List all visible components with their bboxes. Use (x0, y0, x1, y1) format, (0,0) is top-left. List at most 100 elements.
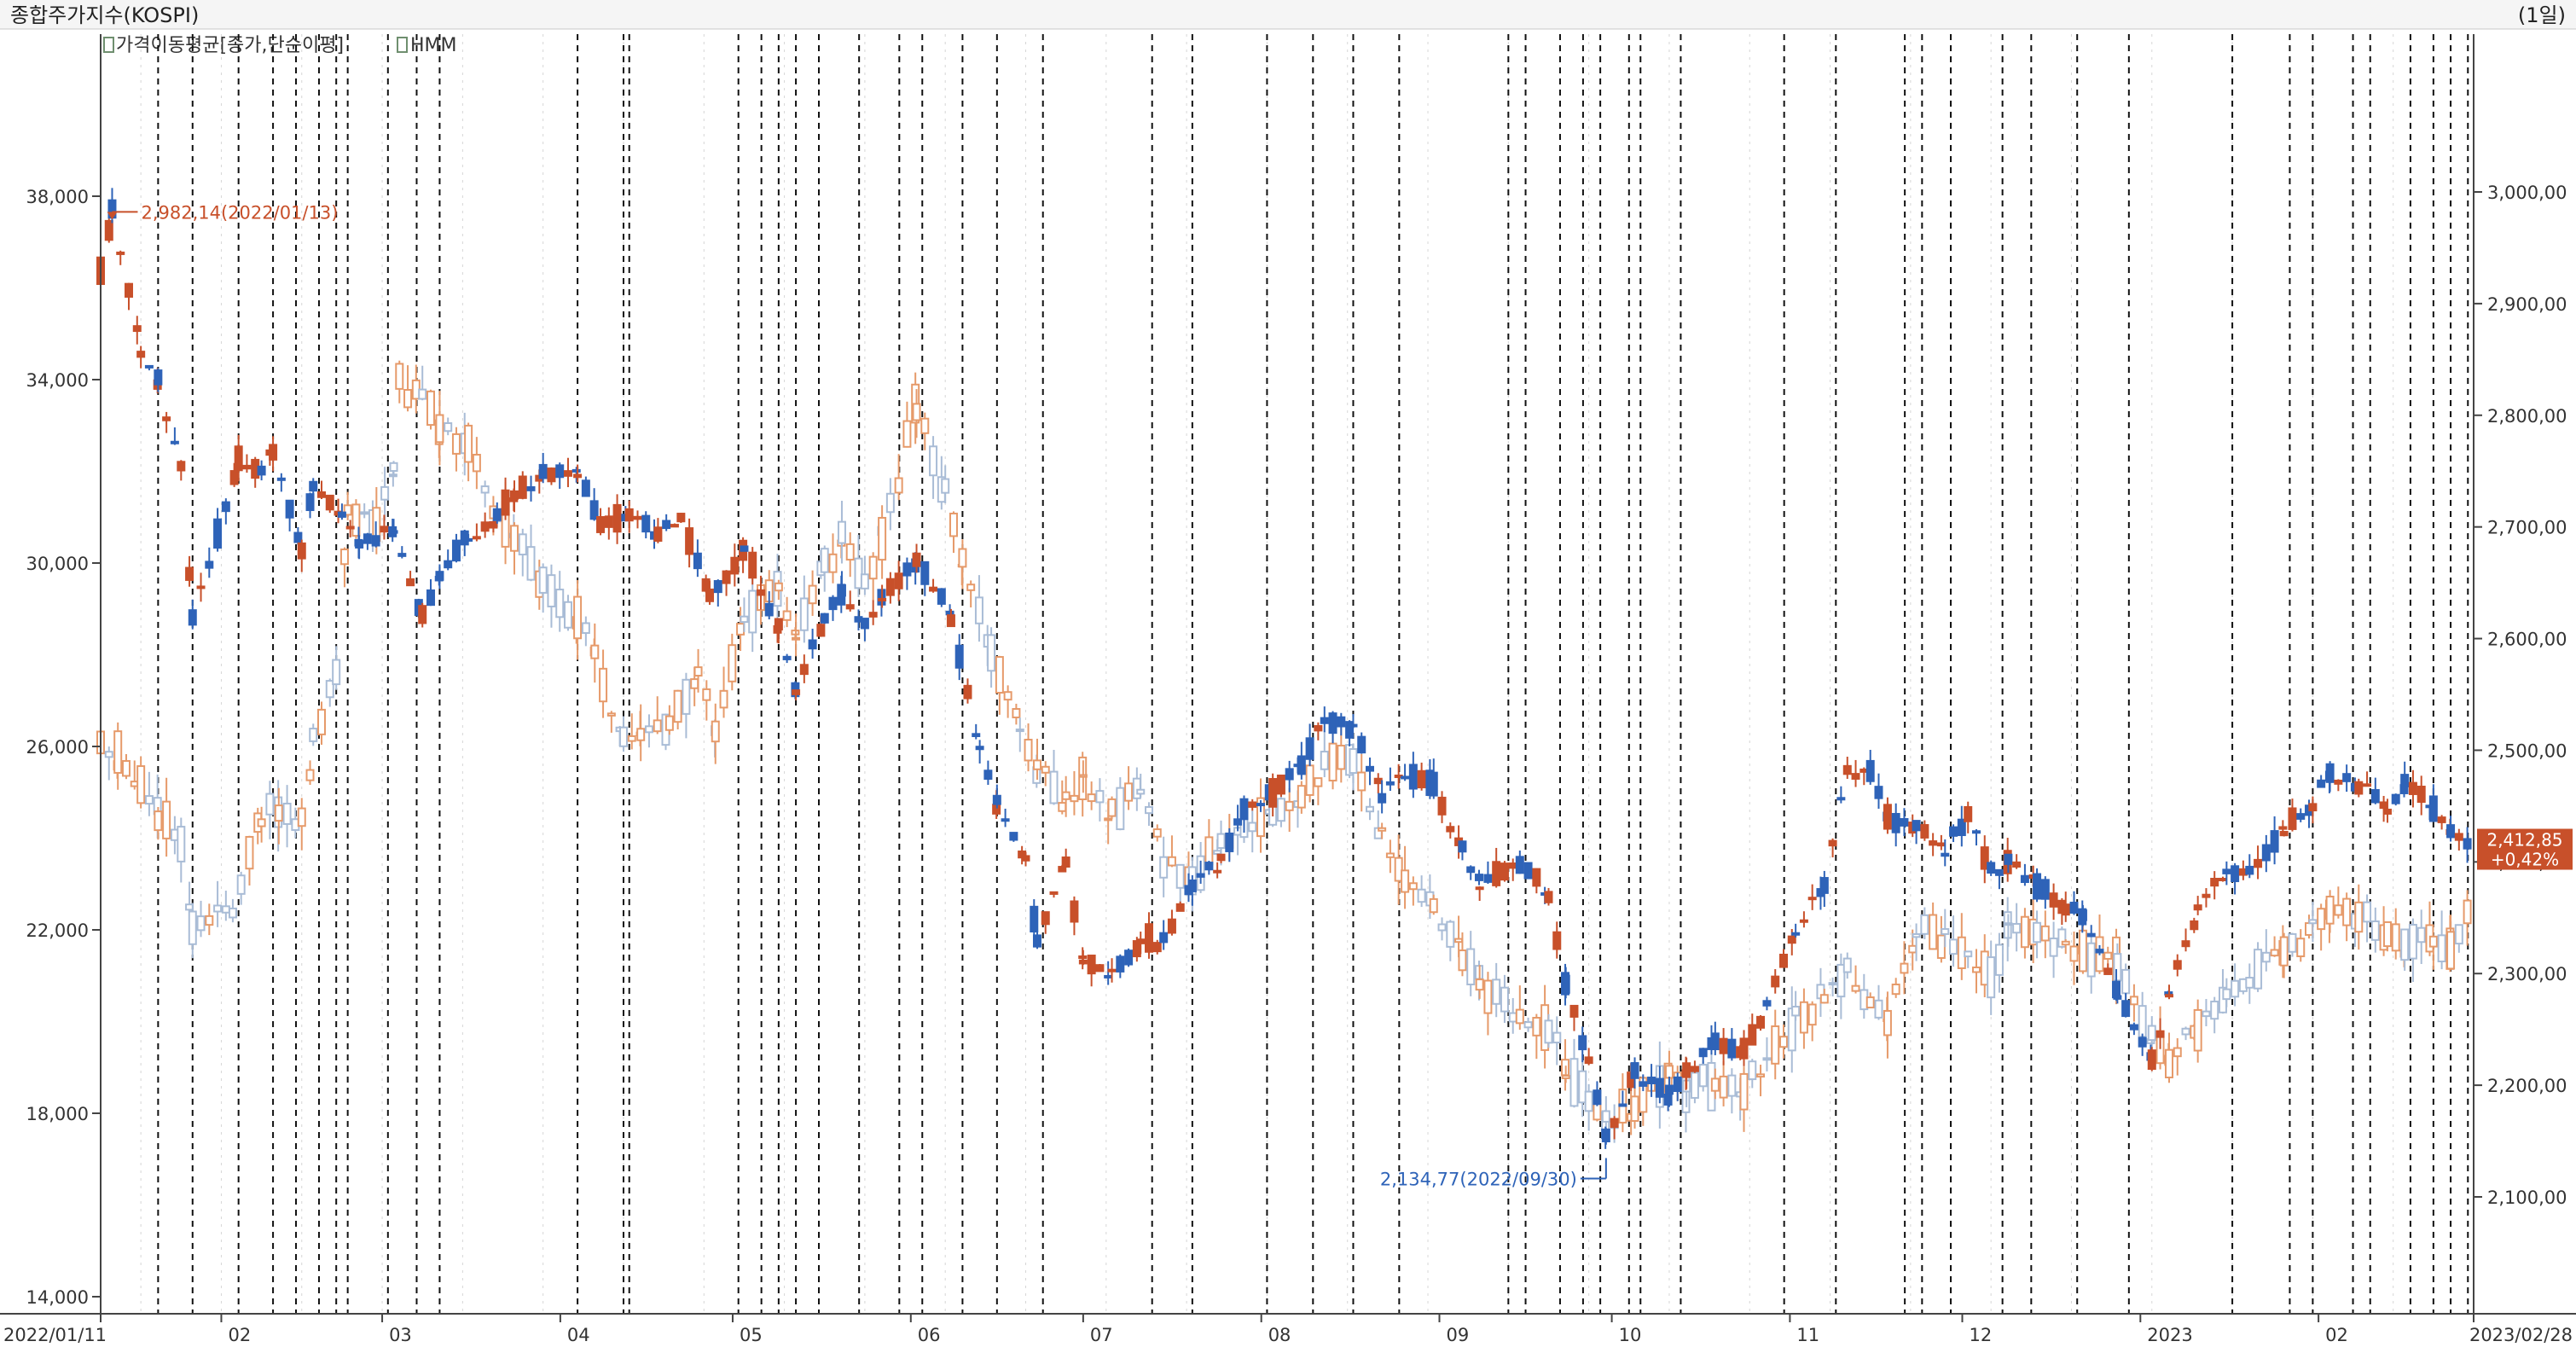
kospi-candle (1719, 1037, 1728, 1054)
kospi-candle (1819, 877, 1829, 894)
kospi-candle (1561, 974, 1570, 994)
kospi-candle (653, 526, 663, 543)
hmm-candle (1819, 994, 1829, 1004)
kospi-candle (2012, 861, 2022, 868)
kospi-candle (426, 589, 435, 607)
kospi-candle (1673, 1076, 1682, 1092)
x-tick-label: 08 (1268, 1325, 1291, 1345)
kospi-candle (538, 463, 548, 479)
kospi-candle (1874, 786, 1883, 799)
hmm-candle (1401, 869, 1410, 893)
right-tick-label: 2,100,00 (2487, 1188, 2567, 1208)
kospi-candle (1152, 942, 1162, 953)
kospi-candle (2245, 865, 2254, 875)
hmm-candle (2012, 922, 2022, 934)
hmm-candle (1941, 927, 1950, 935)
hmm-candle (2308, 919, 2318, 925)
hmm-candle (1771, 1025, 1780, 1065)
kospi-candle (1475, 886, 1484, 891)
kospi-candle (526, 486, 536, 491)
hmm-candle (573, 595, 583, 640)
hmm-candle (1061, 791, 1070, 800)
kospi-candle (1756, 1015, 1766, 1029)
kospi-candle (2288, 807, 2297, 830)
kospi-candle (1401, 775, 1410, 780)
right-tick-label: 2,900,00 (2487, 294, 2567, 315)
hmm-candle (1762, 1057, 1772, 1061)
hmm-candle (1912, 932, 1921, 938)
kospi-candle (799, 664, 809, 676)
hmm-candle (221, 905, 230, 914)
hmm-candle (2245, 977, 2254, 989)
kospi-candle (1070, 900, 1079, 923)
kospi-candle (2155, 1030, 2165, 1038)
kospi-candle (205, 560, 214, 569)
hmm-candle (1971, 967, 1981, 973)
hmm-candle (162, 800, 171, 839)
kospi-candle (1417, 769, 1426, 789)
kospi-candle (1107, 968, 1117, 973)
kospi-candle (2004, 853, 2013, 865)
hmm-candle (958, 548, 967, 568)
kospi-candle (2408, 781, 2417, 795)
kospi-candle (1971, 830, 1981, 834)
hmm-candle (1523, 1021, 1533, 1029)
kospi-candle (792, 689, 801, 695)
hmm-candle (188, 910, 197, 945)
kospi-candle (860, 618, 869, 630)
kospi-candle (188, 609, 197, 626)
hmm-candle (673, 689, 682, 723)
kospi-candle (954, 644, 964, 669)
hmm-candle (555, 589, 565, 618)
hmm-candle (2270, 949, 2279, 957)
left-tick-label: 38,000 (26, 187, 89, 207)
high-annotation-label: 2,982,14(2022/01/13) (141, 202, 338, 223)
kospi-candle (104, 219, 113, 241)
axes: 38,000 34,000 30,000 26,000 22,000 18,000 14,0… (0, 34, 2576, 1345)
kospi-candle (547, 467, 556, 483)
hmm-candle (949, 512, 958, 537)
x-tick-label: 09 (1447, 1325, 1470, 1345)
x-tick-label: 11 (1796, 1325, 1819, 1345)
hmm-candle (136, 765, 146, 804)
kospi-candle (571, 468, 581, 473)
hmm-candle (845, 543, 855, 561)
kospi-candle (2138, 1037, 2147, 1048)
kospi-candle (975, 746, 984, 751)
hmm-candle (1891, 983, 1900, 996)
chart-title: 종합주가지수(KOSPI) (10, 3, 199, 27)
hmm-candle (2400, 928, 2410, 961)
kospi-candle (116, 251, 125, 255)
hmm-candle (902, 420, 912, 448)
kospi-candle (937, 588, 946, 605)
kospi-candle (624, 508, 634, 522)
kospi-candle (2078, 909, 2087, 921)
hmm-candle (1216, 833, 1226, 850)
right-tick-label: 2,500,00 (2487, 740, 2567, 761)
kospi-candle (2400, 774, 2410, 787)
hmm-candle (920, 417, 930, 434)
kospi-candle (132, 325, 142, 333)
kospi-candle (1446, 826, 1455, 833)
hmm-candle (2296, 938, 2306, 958)
kospi-candle (2342, 773, 2352, 782)
hmm-candle (1874, 999, 1883, 1019)
kospi-candle (983, 769, 993, 781)
hmm-candle (113, 730, 123, 774)
hmm-candle (799, 597, 809, 631)
kospi-candle (1087, 955, 1096, 975)
hmm-candle (1159, 856, 1169, 879)
hmm-candle (245, 835, 254, 870)
hmm-candle (581, 622, 590, 635)
right-tick-label: 2,200,00 (2487, 1076, 2567, 1096)
kospi-candle (2095, 949, 2104, 954)
kospi-candle (345, 526, 355, 530)
kospi-candle (2437, 816, 2446, 823)
kospi-candle (1569, 1004, 1579, 1018)
kospi-candle (929, 586, 938, 592)
hmm-candle (2004, 922, 2013, 926)
hmm-candle (526, 546, 536, 581)
high-marker-arrow (107, 212, 118, 220)
right-tick-label: 2,600,00 (2487, 630, 2567, 650)
kospi-candle (845, 604, 855, 610)
